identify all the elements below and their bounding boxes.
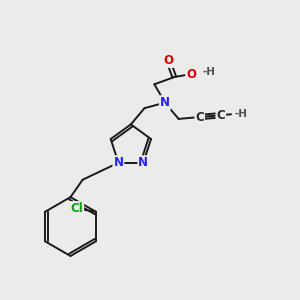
Text: N: N [138, 156, 148, 169]
Text: N: N [160, 96, 170, 109]
Text: -H: -H [234, 109, 247, 119]
Text: C: C [195, 110, 204, 124]
Text: -H: -H [202, 67, 215, 77]
Text: N: N [113, 156, 123, 169]
Text: O: O [186, 68, 196, 81]
Text: C: C [217, 109, 225, 122]
Text: Cl: Cl [70, 202, 83, 215]
Text: O: O [163, 54, 173, 67]
